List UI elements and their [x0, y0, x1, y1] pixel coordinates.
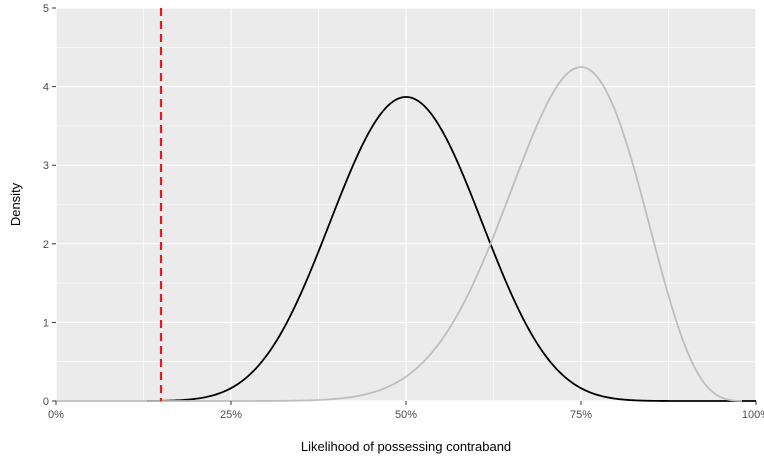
y-tick-label: 1	[43, 317, 49, 329]
y-tick-label: 0	[43, 396, 49, 408]
y-axis: 0 1 2 3 4 5	[43, 3, 56, 408]
series-layer	[56, 66, 756, 402]
y-axis-title: Density	[8, 182, 23, 226]
x-axis: 0% 25% 50% 75% 100%	[48, 401, 764, 421]
y-tick-label: 2	[43, 239, 49, 251]
y-tick-label: 4	[43, 82, 49, 94]
y-tick-label: 5	[43, 3, 49, 15]
density-curve-2	[56, 66, 743, 402]
x-tick-label: 0%	[48, 409, 64, 421]
x-tick-label: 25%	[220, 409, 242, 421]
x-axis-title: Likelihood of possessing contraband	[301, 439, 511, 454]
x-tick-label: 75%	[570, 409, 592, 421]
x-tick-label: 100%	[742, 409, 764, 421]
x-tick-label: 50%	[395, 409, 417, 421]
density-curve-1	[146, 96, 756, 402]
y-tick-label: 3	[43, 160, 49, 172]
